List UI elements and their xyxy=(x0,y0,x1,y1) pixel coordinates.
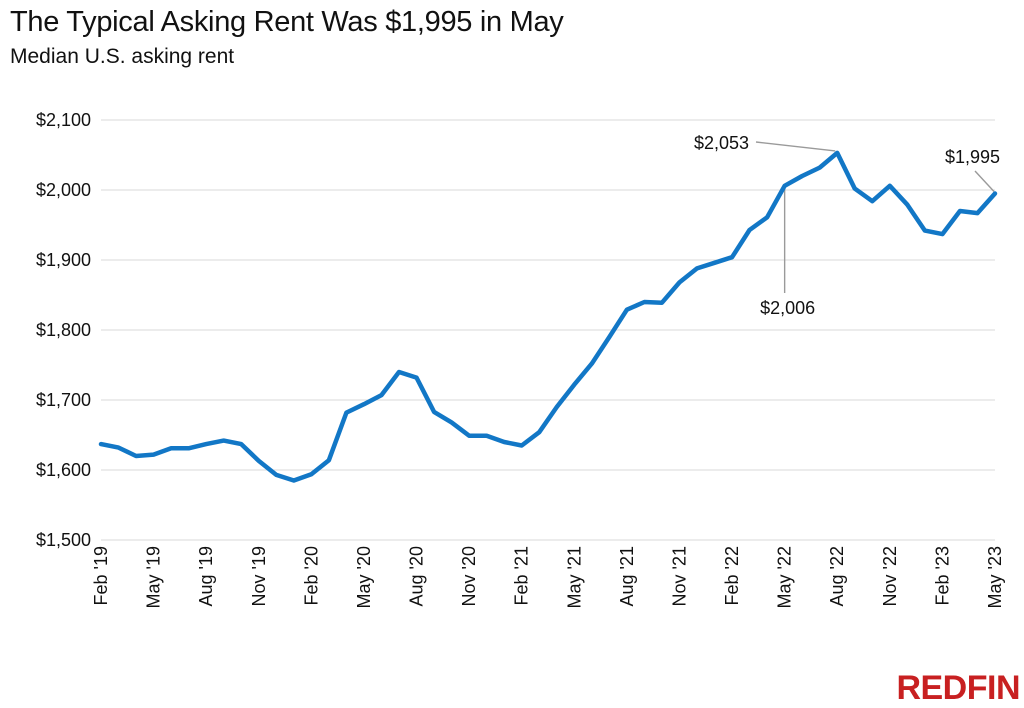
annotation-leaders xyxy=(755,141,995,293)
annotations: $2,053 $2,006 $1,995 xyxy=(694,133,1000,318)
x-tick-label: Aug '22 xyxy=(827,546,847,607)
y-tick-label: $2,100 xyxy=(36,110,91,130)
x-tick-label: May '19 xyxy=(144,546,164,608)
annotation-label: $2,053 xyxy=(694,133,749,153)
x-tick-label: May '23 xyxy=(985,546,1005,608)
annotation-leader xyxy=(974,170,995,192)
series-line xyxy=(98,150,998,483)
annotation-label: $2,006 xyxy=(760,298,815,318)
y-axis-ticks: $1,500 $1,600 $1,700 $1,800 $1,900 $2,000 $2,1… xyxy=(36,110,91,550)
x-tick-label: Nov '22 xyxy=(880,546,900,606)
x-tick-label: Feb '23 xyxy=(932,546,952,605)
x-tick-label: Feb '20 xyxy=(301,546,321,605)
x-tick-label: Nov '19 xyxy=(249,546,269,606)
redfin-logo: REDFIN xyxy=(896,669,1020,707)
y-tick-label: $1,900 xyxy=(36,250,91,270)
y-tick-label: $1,600 xyxy=(36,460,91,480)
x-tick-label: May '20 xyxy=(354,546,374,608)
x-tick-label: Feb '19 xyxy=(91,546,111,605)
x-tick-label: Aug '19 xyxy=(196,546,216,607)
x-tick-label: Aug '20 xyxy=(407,546,427,607)
annotation-label: $1,995 xyxy=(945,147,1000,167)
gridlines xyxy=(101,119,995,541)
y-tick-label: $1,500 xyxy=(36,530,91,550)
y-tick-label: $2,000 xyxy=(36,180,91,200)
x-tick-label: Nov '21 xyxy=(669,546,689,606)
x-tick-label: Nov '20 xyxy=(459,546,479,606)
y-tick-label: $1,700 xyxy=(36,390,91,410)
x-tick-label: Feb '21 xyxy=(512,546,532,605)
x-axis-ticks: Feb '19 May '19 Aug '19 Nov '19 Feb '20 May '… xyxy=(91,546,1005,608)
annotation-leader xyxy=(755,141,836,152)
x-tick-label: May '21 xyxy=(564,546,584,608)
x-tick-label: May '22 xyxy=(775,546,795,608)
chart-title: The Typical Asking Rent Was $1,995 in Ma… xyxy=(10,6,564,38)
x-tick-label: Feb '22 xyxy=(722,546,742,605)
y-tick-label: $1,800 xyxy=(36,320,91,340)
chart-subtitle: Median U.S. asking rent xyxy=(10,45,235,68)
x-tick-label: Aug '21 xyxy=(617,546,637,607)
